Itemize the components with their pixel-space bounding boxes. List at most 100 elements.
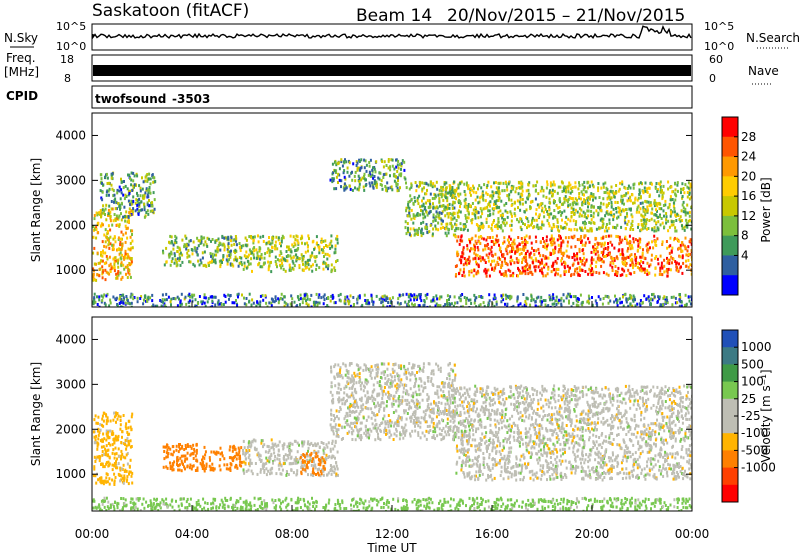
- range-gate-cell: [264, 252, 266, 255]
- range-gate-cell: [545, 257, 547, 260]
- range-gate-cell: [419, 181, 421, 184]
- range-gate-cell: [422, 221, 424, 224]
- range-gate-cell: [204, 446, 206, 449]
- range-gate-cell: [588, 221, 590, 224]
- range-gate-cell: [262, 299, 264, 302]
- range-gate-cell: [496, 235, 498, 238]
- range-gate-cell: [679, 218, 681, 221]
- range-gate-cell: [241, 263, 243, 266]
- range-gate-cell: [535, 198, 537, 201]
- range-gate-cell: [344, 176, 346, 179]
- range-gate-cell: [278, 236, 280, 239]
- range-gate-cell: [366, 164, 368, 167]
- range-gate-cell: [340, 299, 342, 302]
- range-gate-cell: [335, 260, 337, 263]
- range-gate-cell: [681, 224, 683, 227]
- range-gate-cell: [331, 466, 333, 469]
- range-gate-cell: [613, 208, 615, 211]
- range-gate-cell: [599, 298, 601, 301]
- range-gate-cell: [94, 263, 96, 266]
- range-gate-cell: [388, 158, 390, 161]
- range-gate-cell: [666, 215, 668, 218]
- range-gate-cell: [573, 295, 575, 298]
- range-gate-cell: [111, 479, 113, 482]
- range-gate-cell: [621, 195, 623, 198]
- range-gate-cell: [671, 190, 673, 193]
- range-gate-cell: [102, 204, 104, 207]
- range-gate-cell: [575, 209, 577, 212]
- range-gate-cell: [105, 439, 107, 442]
- range-gate-cell: [128, 269, 130, 272]
- range-gate-cell: [550, 241, 552, 244]
- range-gate-cell: [132, 200, 134, 203]
- range-gate-cell: [642, 202, 644, 205]
- range-gate-cell: [474, 302, 476, 305]
- range-gate-cell: [236, 458, 238, 461]
- range-gate-cell: [270, 261, 272, 264]
- range-gate-cell: [644, 213, 646, 216]
- range-gate-cell: [524, 243, 526, 246]
- range-gate-cell: [519, 272, 521, 275]
- range-gate-cell: [589, 241, 591, 244]
- range-gate-cell: [251, 462, 253, 465]
- range-gate-cell: [481, 222, 483, 225]
- range-gate-cell: [561, 297, 563, 300]
- range-gate-cell: [354, 186, 356, 189]
- range-gate-cell: [487, 214, 489, 217]
- range-gate-cell: [290, 269, 292, 272]
- range-gate-cell: [663, 209, 665, 212]
- range-gate-cell: [399, 294, 401, 297]
- range-gate-cell: [571, 273, 573, 276]
- range-gate-cell: [655, 203, 657, 206]
- range-gate-cell: [439, 297, 441, 300]
- range-gate-cell: [386, 181, 388, 184]
- range-gate-cell: [385, 189, 387, 192]
- range-gate-cell: [385, 173, 387, 176]
- range-gate-cell: [437, 222, 439, 225]
- range-gate-cell: [564, 273, 566, 276]
- velocity-panel-data: [92, 362, 694, 513]
- range-gate-cell: [648, 265, 650, 268]
- range-gate-cell: [416, 184, 418, 187]
- range-gate-cell: [304, 264, 306, 267]
- range-gate-cell: [196, 251, 198, 254]
- range-gate-cell: [281, 293, 283, 296]
- range-gate-cell: [561, 263, 563, 266]
- range-gate-cell: [274, 455, 276, 458]
- range-gate-cell: [612, 262, 614, 265]
- range-gate-cell: [98, 295, 100, 298]
- range-gate-cell: [477, 196, 479, 199]
- range-gate-cell: [419, 205, 421, 208]
- range-gate-cell: [215, 296, 217, 299]
- range-gate-cell: [615, 184, 617, 187]
- range-gate-cell: [459, 243, 461, 246]
- range-gate-cell: [389, 297, 391, 300]
- range-gate-cell: [566, 199, 568, 202]
- range-gate-cell: [661, 262, 663, 265]
- range-gate-cell: [603, 271, 605, 274]
- range-gate-cell: [624, 236, 626, 239]
- range-gate-cell: [648, 219, 650, 222]
- range-gate-cell: [121, 467, 123, 470]
- range-gate-cell: [549, 296, 551, 299]
- range-gate-cell: [430, 224, 432, 227]
- range-gate-cell: [573, 219, 575, 222]
- range-gate-cell: [119, 186, 121, 189]
- range-gate-cell: [538, 226, 540, 229]
- range-gate-cell: [149, 296, 151, 299]
- range-gate-cell: [425, 192, 427, 195]
- range-gate-cell: [246, 267, 248, 270]
- range-gate-cell: [101, 265, 103, 268]
- range-gate-cell: [570, 197, 572, 200]
- range-gate-cell: [226, 255, 228, 258]
- range-gate-cell: [434, 197, 436, 200]
- range-gate-cell: [118, 236, 120, 239]
- range-gate-cell: [514, 251, 516, 254]
- range-gate-cell: [674, 237, 676, 240]
- range-gate-cell: [615, 207, 617, 210]
- range-gate-cell: [93, 296, 95, 299]
- range-gate-cell: [495, 264, 497, 267]
- range-gate-cell: [364, 299, 366, 302]
- range-gate-cell: [241, 461, 243, 464]
- range-gate-cell: [667, 181, 669, 184]
